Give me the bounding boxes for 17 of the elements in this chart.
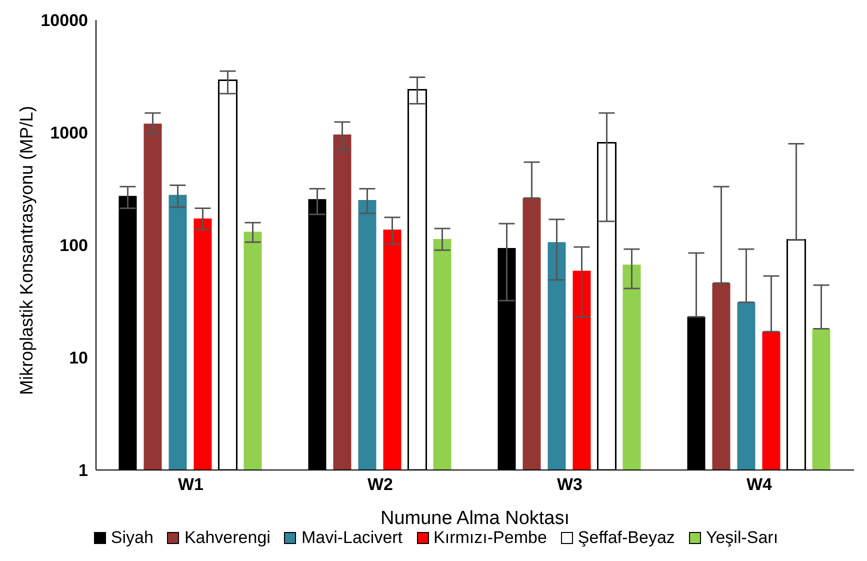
x-tick-label: W2 (368, 475, 393, 494)
legend-label: Siyah (110, 528, 154, 548)
y-tick-label: 10 (69, 348, 88, 368)
x-tick-label: W3 (557, 475, 582, 494)
x-axis-title: Numune Alma Noktası (380, 508, 570, 529)
y-axis-title: Mikroplastik Konsantrasyonu (MP/L) (16, 106, 36, 395)
y-tick-label: 100 (60, 236, 88, 256)
y-tick-label: 10000 (40, 11, 88, 30)
x-tick-label: W4 (746, 475, 773, 494)
legend-label: Şeffaf-Beyaz (576, 528, 675, 548)
legend-label: Kahverengi (183, 528, 270, 548)
legend-label: Mavi-Lacivert (300, 528, 403, 548)
legend-label: Kırmızı-Pembe (432, 528, 547, 548)
x-tick-label: W1 (178, 475, 204, 494)
y-tick-label: 1 (78, 461, 88, 480)
legend-label: Yeşil-Sarı (704, 528, 778, 548)
y-tick-label: 1000 (50, 124, 88, 143)
